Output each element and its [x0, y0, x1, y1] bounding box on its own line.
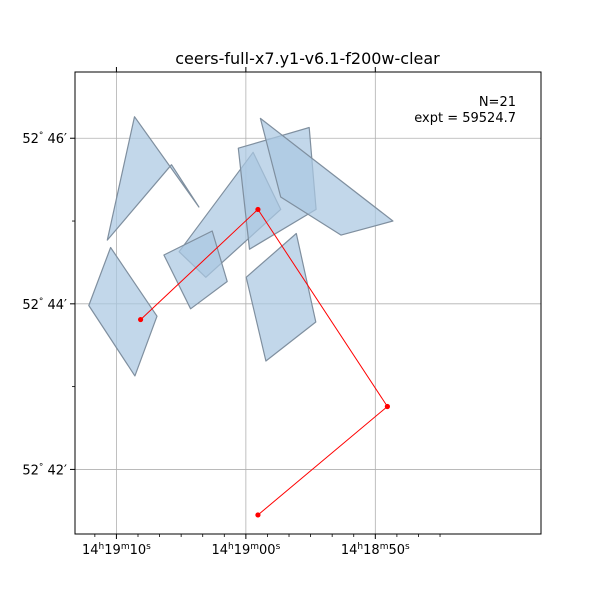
pointing-path	[137, 206, 390, 518]
footprint-tile-7	[163, 230, 228, 310]
axis-ticks: 14h19m10s 14h19m00s 14h18m50s 52° 42′ 52° 44…	[22, 67, 441, 558]
plot-frame	[74, 71, 542, 535]
path-line	[140, 208, 389, 516]
annotation-exposure: expt = 59524.7	[414, 111, 516, 126]
footprint-layer	[88, 116, 394, 377]
chart-title: ceers-full-x7.y1-v6.1-f200w-clear	[175, 49, 440, 68]
y-tick-label: 52° 46′	[22, 131, 67, 147]
y-tick-label: 52° 44′	[22, 297, 67, 313]
x-tick-label: 14h19m10s	[82, 542, 151, 558]
path-point-4	[255, 512, 261, 518]
path-point-1	[137, 316, 144, 323]
footprint-tile-6	[88, 246, 158, 377]
x-tick-label: 14h18m50s	[341, 542, 410, 558]
footprint-tile-5	[245, 232, 317, 362]
annotation-count: N=21	[479, 95, 516, 110]
path-point-2	[255, 206, 261, 213]
y-tick-label: 52° 42′	[22, 462, 67, 478]
footprint-tile-1	[106, 116, 200, 241]
path-point-3	[384, 403, 390, 410]
footprint-tile-4	[259, 117, 394, 236]
x-tick-label: 14h19m00s	[211, 542, 280, 558]
